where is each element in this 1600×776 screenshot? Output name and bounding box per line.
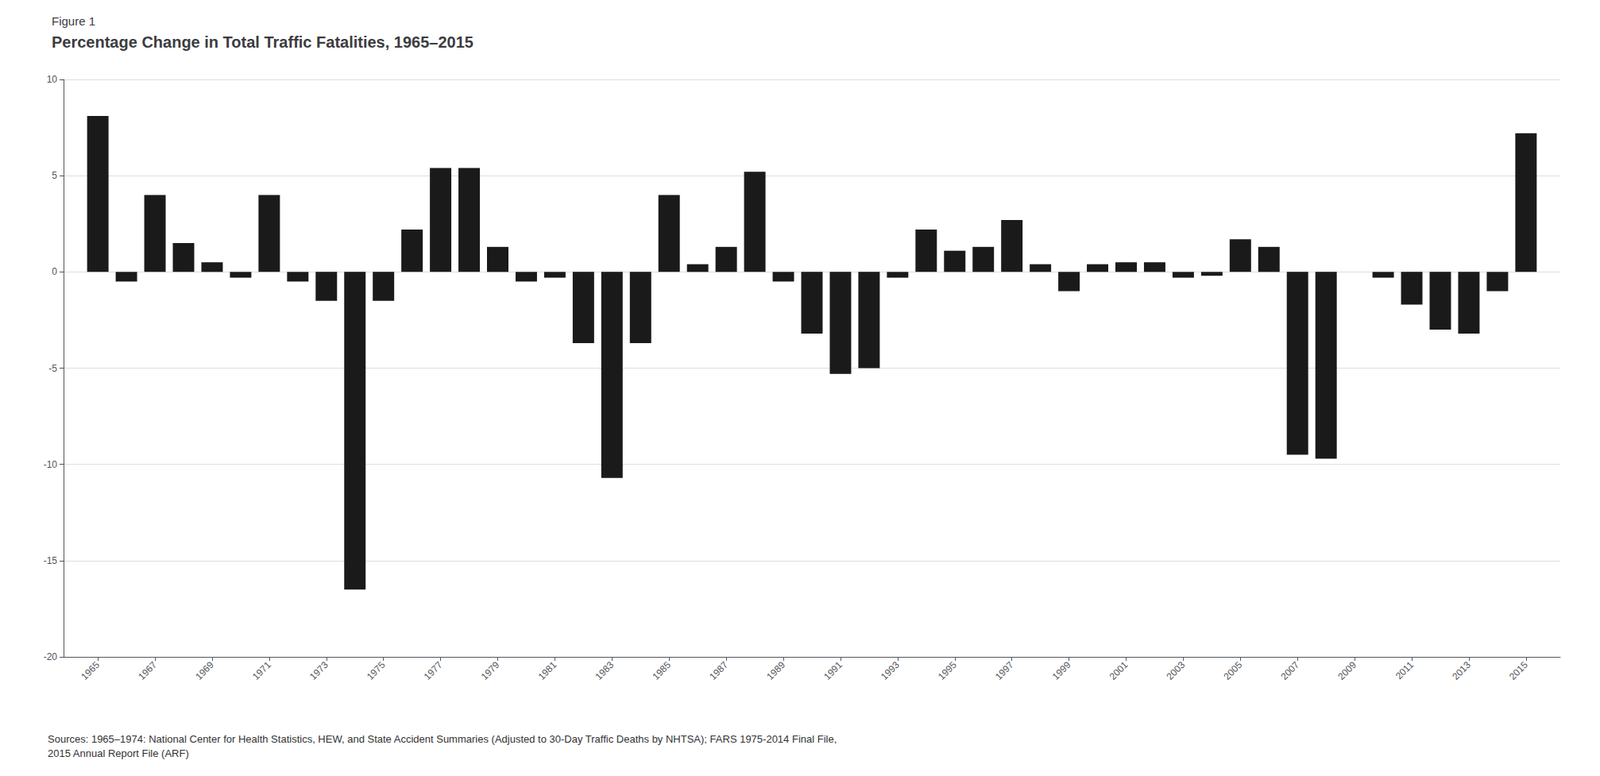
svg-text:1965: 1965 [78, 659, 102, 683]
svg-text:-15: -15 [43, 555, 58, 567]
svg-text:5: 5 [51, 170, 58, 182]
svg-text:2009: 2009 [1335, 659, 1359, 683]
svg-text:2005: 2005 [1221, 659, 1245, 683]
svg-text:1997: 1997 [993, 659, 1017, 683]
svg-text:2015 Annual Report File (ARF): 2015 Annual Report File (ARF) [47, 747, 190, 760]
svg-text:1979: 1979 [479, 659, 503, 683]
svg-text:1989: 1989 [764, 659, 788, 683]
svg-text:1977: 1977 [421, 659, 445, 683]
svg-text:1987: 1987 [707, 659, 731, 683]
svg-text:1993: 1993 [878, 659, 902, 683]
svg-text:1995: 1995 [935, 659, 959, 683]
svg-text:1975: 1975 [364, 659, 388, 683]
svg-text:1973: 1973 [307, 659, 331, 683]
svg-text:Sources: 1965–1974: National C: Sources: 1965–1974: National Center for … [47, 733, 837, 746]
svg-text:2007: 2007 [1278, 659, 1302, 683]
svg-text:10: 10 [46, 73, 58, 86]
svg-text:2011: 2011 [1393, 659, 1416, 682]
svg-text:-20: -20 [43, 651, 58, 663]
svg-text:Percentage Change in Total Tra: Percentage Change in Total Traffic Fatal… [51, 33, 474, 51]
svg-text:1971: 1971 [250, 659, 274, 683]
svg-text:-10: -10 [43, 459, 58, 471]
svg-text:1967: 1967 [135, 659, 159, 683]
svg-text:Figure 1: Figure 1 [51, 14, 96, 28]
svg-text:1999: 1999 [1050, 659, 1074, 683]
svg-text:0: 0 [51, 266, 58, 278]
svg-text:1985: 1985 [649, 659, 673, 683]
svg-text:1981: 1981 [536, 659, 560, 683]
svg-text:2015: 2015 [1507, 659, 1531, 683]
svg-text:1969: 1969 [193, 659, 217, 683]
svg-text:2003: 2003 [1164, 659, 1188, 683]
svg-text:1983: 1983 [593, 659, 617, 683]
svg-text:2001: 2001 [1107, 659, 1131, 683]
svg-text:1991: 1991 [821, 659, 845, 683]
svg-text:-5: -5 [48, 363, 58, 375]
svg-text:2013: 2013 [1449, 659, 1473, 683]
